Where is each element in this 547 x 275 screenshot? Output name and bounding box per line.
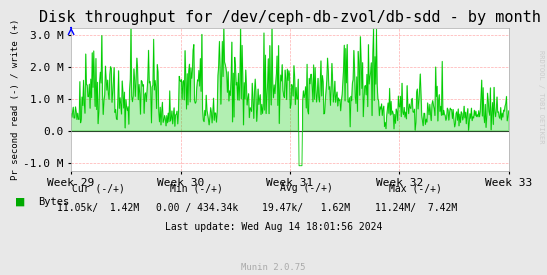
Text: ■: ■: [16, 195, 25, 209]
Text: 11.05k/  1.42M: 11.05k/ 1.42M: [57, 203, 139, 213]
Text: Avg (-/+): Avg (-/+): [280, 183, 333, 193]
Text: Bytes: Bytes: [38, 197, 69, 207]
Text: 19.47k/   1.62M: 19.47k/ 1.62M: [262, 203, 351, 213]
Title: Disk throughput for /dev/ceph-db-zvol/db-sdd - by month: Disk throughput for /dev/ceph-db-zvol/db…: [39, 10, 541, 25]
Text: 0.00 / 434.34k: 0.00 / 434.34k: [156, 203, 238, 213]
Text: Max (-/+): Max (-/+): [389, 183, 442, 193]
Text: Cur (-/+): Cur (-/+): [72, 183, 125, 193]
Y-axis label: Pr second read (-) / write (+): Pr second read (-) / write (+): [11, 18, 20, 180]
Text: Munin 2.0.75: Munin 2.0.75: [241, 263, 306, 272]
Text: RRDTOOL / TOBI OETIKER: RRDTOOL / TOBI OETIKER: [538, 50, 544, 143]
Text: 11.24M/  7.42M: 11.24M/ 7.42M: [375, 203, 457, 213]
Text: Last update: Wed Aug 14 18:01:56 2024: Last update: Wed Aug 14 18:01:56 2024: [165, 222, 382, 232]
Text: Min (-/+): Min (-/+): [171, 183, 223, 193]
